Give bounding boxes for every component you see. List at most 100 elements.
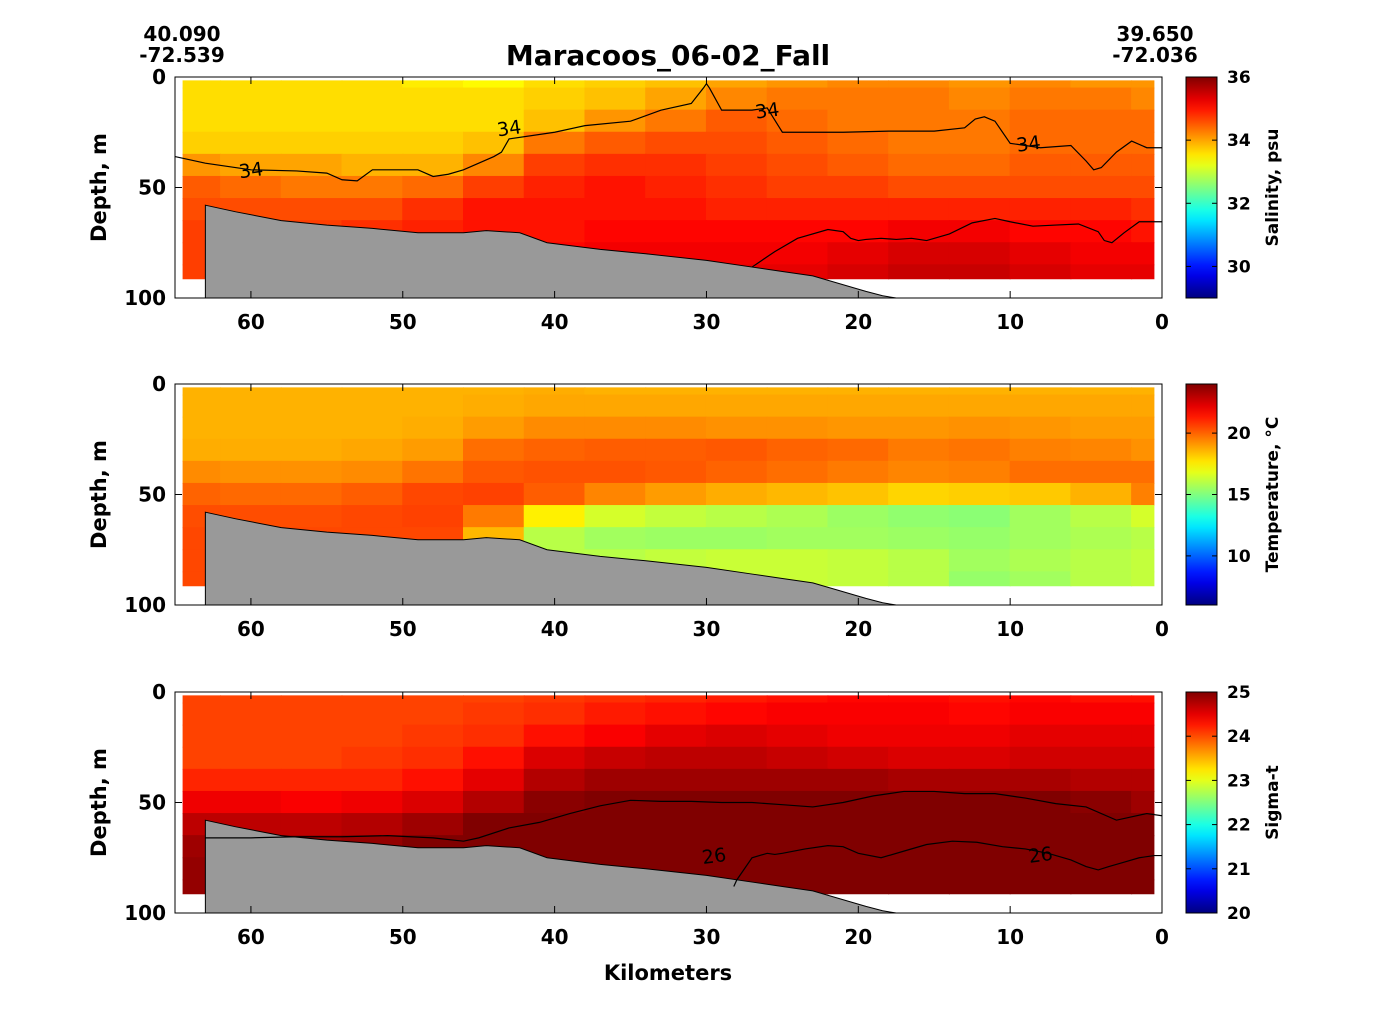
field-cell	[1070, 813, 1133, 837]
field-cell	[1009, 813, 1072, 837]
field-cell	[1009, 87, 1072, 111]
field-cell	[523, 175, 586, 200]
field-cell	[1070, 87, 1133, 111]
field-cell	[1131, 220, 1155, 244]
field-cell	[948, 527, 1011, 551]
field-cell	[1009, 695, 1072, 704]
field-cell	[705, 746, 768, 770]
field-cell	[705, 242, 768, 266]
field-cell	[584, 80, 647, 89]
field-cell	[948, 387, 1011, 396]
field-cell	[705, 724, 768, 748]
field-cell	[827, 482, 890, 507]
field-cell	[1070, 702, 1133, 726]
x-tick-label: 20	[844, 310, 872, 334]
field-cell	[705, 198, 768, 222]
field-cell	[220, 768, 282, 792]
field-cell	[182, 87, 222, 111]
field-cell	[182, 768, 222, 792]
colorbar-tick-label: 30	[1227, 257, 1251, 277]
field-cell	[888, 87, 950, 111]
y-axis-label: Depth, m	[87, 748, 111, 857]
field-cell	[1131, 109, 1155, 133]
field-cell	[645, 527, 707, 551]
colorbar-label: Temperature, °C	[1263, 417, 1283, 573]
field-cell	[280, 790, 343, 815]
field-cell	[182, 746, 222, 770]
field-cell	[1131, 438, 1155, 462]
field-cell	[827, 220, 890, 244]
field-cell	[1070, 549, 1133, 573]
field-cell	[1009, 549, 1072, 573]
field-cell	[766, 857, 829, 881]
field-cell	[888, 879, 950, 895]
right-corner-latitude: 39.650	[1116, 22, 1193, 46]
field-cell	[645, 131, 707, 155]
field-cell	[1070, 768, 1133, 792]
field-cell	[280, 505, 343, 529]
field-cell	[827, 175, 890, 200]
field-cell	[280, 109, 343, 133]
field-cell	[220, 131, 282, 155]
field-cell	[888, 438, 950, 462]
field-cell	[948, 131, 1011, 155]
field-cell	[523, 695, 586, 704]
field-cell	[341, 505, 404, 529]
field-cell	[584, 746, 647, 770]
field-cell	[827, 549, 890, 573]
field-cell	[766, 175, 829, 200]
field-cell	[280, 813, 343, 837]
x-tick-label: 60	[237, 310, 265, 334]
field-cell	[1009, 131, 1072, 155]
field-cell	[463, 790, 525, 815]
field-cell	[888, 109, 950, 133]
field-cell	[402, 746, 465, 770]
left-corner-longitude: -72.539	[139, 43, 224, 67]
field-cell	[402, 790, 465, 815]
field-cell	[523, 438, 586, 462]
field-cell	[1131, 549, 1155, 573]
field-cell	[220, 80, 282, 89]
field-cell	[948, 220, 1011, 244]
field-cell	[1070, 131, 1133, 155]
field-cell	[827, 416, 890, 440]
field-cell	[220, 702, 282, 726]
field-cell	[280, 131, 343, 155]
field-cell	[402, 153, 465, 177]
field-cell	[402, 695, 465, 704]
field-cell	[1070, 80, 1133, 89]
field-cell	[1131, 416, 1155, 440]
field-cell	[1131, 702, 1155, 726]
field-cell	[1070, 724, 1133, 748]
field-cell	[280, 768, 343, 792]
field-cell	[341, 153, 404, 177]
field-cell	[766, 387, 829, 396]
field-cell	[888, 746, 950, 770]
field-cell	[463, 695, 525, 704]
field-cell	[766, 394, 829, 418]
field-cell	[827, 790, 890, 815]
field-cell	[766, 80, 829, 89]
field-cell	[1009, 702, 1072, 726]
field-cell	[402, 80, 465, 89]
x-tick-label: 20	[844, 617, 872, 641]
field-cell	[766, 482, 829, 507]
field-cell	[888, 724, 950, 748]
field-cell	[402, 394, 465, 418]
field-cell	[402, 175, 465, 200]
colorbar-tick-label: 36	[1227, 68, 1251, 88]
field-cell	[827, 87, 890, 111]
field-cell	[766, 87, 829, 111]
field-cell	[888, 768, 950, 792]
field-cell	[1070, 387, 1133, 396]
x-tick-label: 60	[237, 617, 265, 641]
colorbar-tick-label: 20	[1227, 904, 1251, 924]
field-cell	[523, 87, 586, 111]
field-cell	[463, 394, 525, 418]
y-axis-label: Depth, m	[87, 440, 111, 549]
field-cell	[280, 482, 343, 507]
field-cell	[463, 387, 525, 396]
field-cell	[341, 438, 404, 462]
